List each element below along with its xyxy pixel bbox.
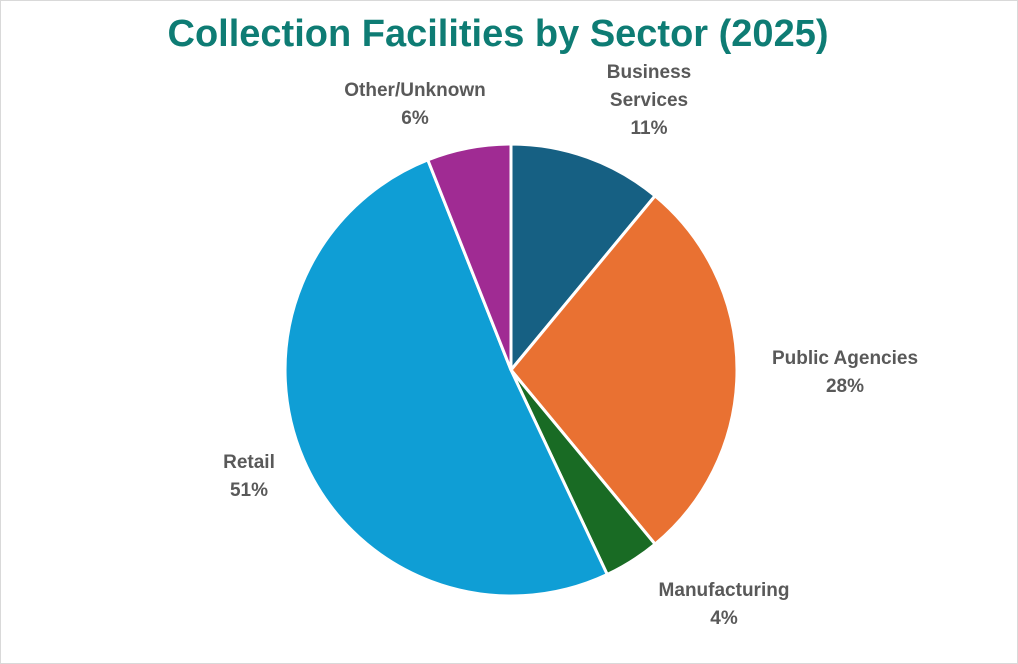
slice-label-name-line-1: Retail [189, 449, 309, 477]
slice-label-name-line-1: Public Agencies [735, 345, 955, 373]
slice-label-name-line-1: Manufacturing [624, 577, 824, 605]
slice-label-name-line-1: Business [549, 59, 749, 87]
slice-label-value: 51% [189, 477, 309, 505]
slice-label-name-line-2: Services [549, 87, 749, 115]
slice-label-manufacturing: Manufacturing 4% [624, 577, 824, 633]
slice-label-public-agencies: Public Agencies 28% [735, 345, 955, 401]
slice-label-retail: Retail 51% [189, 449, 309, 505]
slice-label-value: 11% [549, 115, 749, 143]
slice-label-name-line-1: Other/Unknown [315, 77, 515, 105]
slice-label-value: 28% [735, 373, 955, 401]
slice-label-value: 4% [624, 605, 824, 633]
slice-label-other-unknown: Other/Unknown 6% [315, 77, 515, 133]
slice-label-value: 6% [315, 105, 515, 133]
slice-label-business-services: Business Services 11% [549, 59, 749, 143]
